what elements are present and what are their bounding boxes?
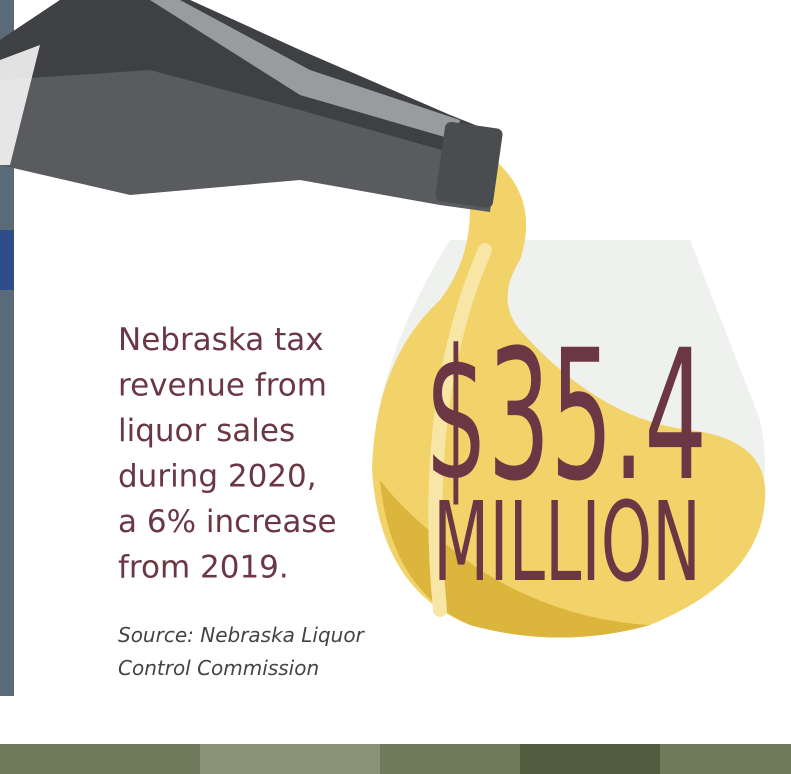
glass-highlight [428,243,492,617]
bottle-lip [435,121,503,208]
amount: $35.4 [425,312,707,521]
unit: MILLION [433,478,701,606]
description-line: during 2020, [118,459,317,495]
photo-detail [0,230,14,290]
description-line: Nebraska tax [118,322,324,358]
description-line: liquor sales [118,413,295,449]
photo-strip-left [0,0,14,696]
photo-detail [200,744,380,774]
bottle-shade [0,0,500,165]
source-line: Source: Nebraska Liquor [118,623,366,647]
description-line: from 2019. [118,550,289,586]
source-line: Control Commission [118,656,319,680]
source: Source: Nebraska Liquor Control Commissio… [118,623,366,680]
bottle-shine [150,0,460,140]
photo-detail [520,744,660,774]
description-line: revenue from [118,368,327,404]
description: Nebraska tax revenue from liquor sales duri… [118,322,337,586]
photo-strip-bottom [0,744,791,774]
description-line: a 6% increase [118,504,337,540]
liquid-shadow [380,480,650,638]
label-edge [0,45,40,165]
